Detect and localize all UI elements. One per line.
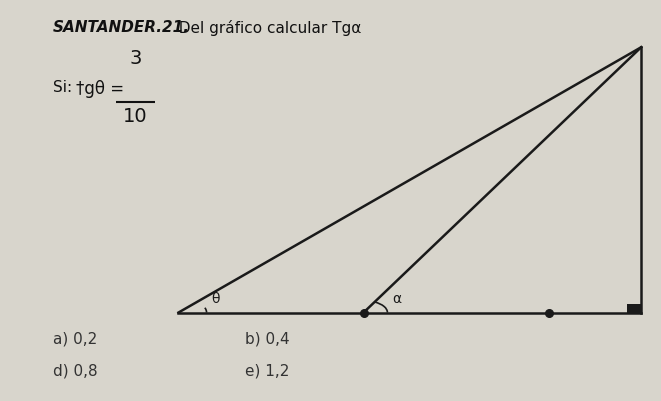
Text: e) 1,2: e) 1,2 [245, 363, 289, 378]
Text: b) 0,4: b) 0,4 [245, 331, 290, 346]
Text: 10: 10 [123, 106, 148, 125]
Text: Del gráfico calcular Tgα: Del gráfico calcular Tgα [169, 20, 361, 36]
Text: SANTANDER.21.: SANTANDER.21. [53, 20, 190, 35]
Text: d) 0,8: d) 0,8 [53, 363, 98, 378]
Text: α: α [392, 292, 401, 306]
Text: †gθ =: †gθ = [76, 80, 124, 98]
Text: a) 0,2: a) 0,2 [53, 331, 97, 346]
Polygon shape [627, 304, 641, 313]
Text: 3: 3 [130, 49, 141, 68]
Text: θ: θ [212, 292, 220, 306]
Text: Si:: Si: [53, 80, 72, 95]
